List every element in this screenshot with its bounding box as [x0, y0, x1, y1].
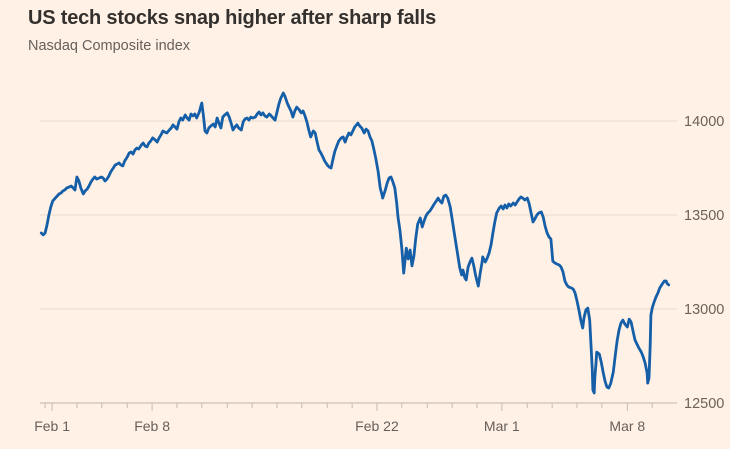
x-axis-label: Mar 8 — [609, 418, 645, 434]
y-axis-label: 12500 — [684, 396, 724, 412]
nasdaq-series-line — [39, 91, 671, 395]
chart-title: US tech stocks snap higher after sharp f… — [28, 7, 436, 29]
y-axis-label: 14000 — [684, 114, 724, 130]
x-axis-label: Mar 1 — [484, 418, 520, 434]
x-axis-label: Feb 22 — [355, 418, 399, 434]
y-axis-label: 13500 — [684, 208, 724, 224]
chart-subtitle: Nasdaq Composite index — [28, 38, 191, 54]
y-axis-label: 13000 — [684, 302, 724, 318]
x-axis-label: Feb 8 — [134, 418, 170, 434]
x-axis-label: Feb 1 — [34, 418, 70, 434]
